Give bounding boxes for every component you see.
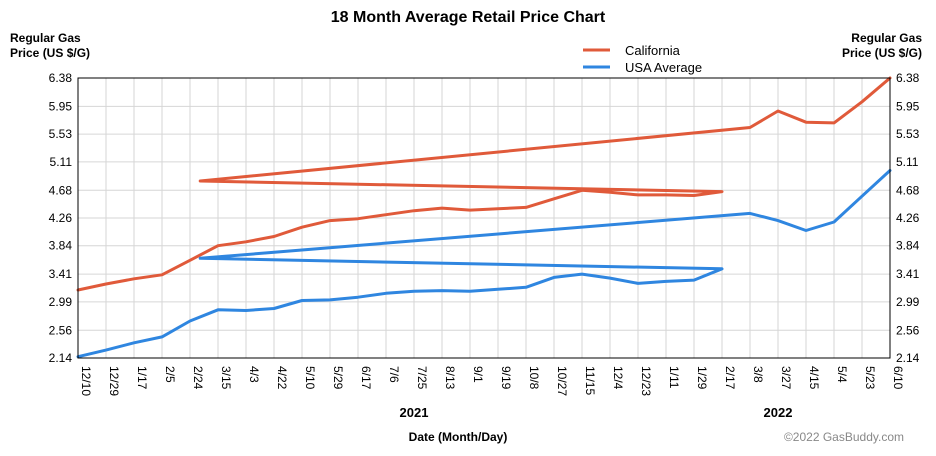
x-tick-label: 11/15 xyxy=(583,366,597,395)
x-tick-label: 3/27 xyxy=(779,366,793,390)
y-tick-label-right: 4.26 xyxy=(896,211,920,225)
y-tick-label-right: 2.14 xyxy=(896,351,920,365)
y-tick-label-left: 6.38 xyxy=(49,71,73,85)
x-tick-label: 2/17 xyxy=(723,366,737,390)
x-tick-label: 1/11 xyxy=(667,366,681,389)
series-lines xyxy=(76,76,892,359)
year-label: 2022 xyxy=(764,405,793,420)
y-axis-title-left-line1: Regular Gas xyxy=(10,31,81,45)
x-tick-label: 5/10 xyxy=(303,366,317,390)
x-tick-label: 4/3 xyxy=(247,366,261,383)
y-tick-label-left: 2.14 xyxy=(49,351,73,365)
y-tick-label-right: 5.95 xyxy=(896,99,920,113)
chart-title: 18 Month Average Retail Price Chart xyxy=(331,9,606,26)
x-tick-label: 9/1 xyxy=(471,366,485,383)
x-tick-label: 1/17 xyxy=(135,366,149,390)
y-tick-label-right: 3.84 xyxy=(896,239,920,253)
y-tick-label-left: 5.53 xyxy=(49,127,73,141)
x-tick-label: 7/6 xyxy=(387,366,401,383)
plot-frame xyxy=(77,77,891,359)
y-tick-label-right: 2.99 xyxy=(896,295,920,309)
y-tick-label-right: 6.38 xyxy=(896,71,920,85)
y-tick-label-left: 5.95 xyxy=(49,99,73,113)
y-axis-title-right-line2: Price (US $/G) xyxy=(842,46,922,60)
x-tick-label: 10/27 xyxy=(555,366,569,396)
year-labels: 2021 2022 xyxy=(400,405,793,420)
x-tick-label: 1/29 xyxy=(695,366,709,390)
x-tick-label: 12/29 xyxy=(107,366,121,396)
y-tick-label-left: 2.56 xyxy=(49,323,73,337)
x-tick-label: 12/4 xyxy=(611,366,625,390)
year-label: 2021 xyxy=(400,405,429,420)
y-tick-label-left: 4.26 xyxy=(49,211,73,225)
legend: California USA Average xyxy=(583,43,702,75)
series-line-california xyxy=(76,76,892,292)
x-tick-label: 4/22 xyxy=(275,366,289,390)
x-tick-label: 6/10 xyxy=(891,366,905,390)
y-ticks-left: 6.38 5.95 5.53 5.11 4.68 4.26 3.84 3.41 2.99 2.56… xyxy=(49,71,73,365)
credit-text: ©2022 GasBuddy.com xyxy=(784,430,904,444)
x-tick-label: 9/19 xyxy=(499,366,513,390)
x-tick-label: 3/8 xyxy=(751,366,765,383)
x-tick-label: 2/24 xyxy=(191,366,205,390)
y-axis-title-right-line1: Regular Gas xyxy=(851,31,922,45)
y-tick-label-right: 5.11 xyxy=(896,155,919,169)
x-tick-label: 5/29 xyxy=(331,366,345,390)
y-axis-title-left-line2: Price (US $/G) xyxy=(10,46,90,60)
x-tick-label: 3/15 xyxy=(219,366,233,390)
x-tick-label: 6/17 xyxy=(359,366,373,390)
x-tick-label: 12/23 xyxy=(639,366,653,396)
series-line-usa-average xyxy=(76,169,892,359)
y-tick-label-right: 4.68 xyxy=(896,183,920,197)
y-tick-label-right: 3.41 xyxy=(896,267,920,281)
legend-label-california: California xyxy=(625,43,681,58)
y-tick-label-right: 2.56 xyxy=(896,323,920,337)
x-axis-title: Date (Month/Day) xyxy=(409,430,508,444)
legend-label-usa: USA Average xyxy=(625,60,702,75)
x-tick-label: 12/10 xyxy=(79,366,93,396)
x-tick-label: 2/5 xyxy=(163,366,177,383)
x-tick-label: 10/8 xyxy=(527,366,541,390)
y-tick-label-right: 5.53 xyxy=(896,127,920,141)
x-tick-label: 8/13 xyxy=(443,366,457,390)
x-tick-label: 5/4 xyxy=(835,366,849,383)
y-tick-label-left: 3.41 xyxy=(49,267,73,281)
y-tick-label-left: 4.68 xyxy=(49,183,73,197)
x-ticks: 12/10 12/29 1/17 2/5 2/24 3/15 4/3 4/22 5/10 5/29… xyxy=(79,366,905,396)
x-tick-label: 7/25 xyxy=(415,366,429,390)
y-ticks-right: 6.38 5.95 5.53 5.11 4.68 4.26 3.84 3.41 2.99 2.56… xyxy=(896,71,920,365)
x-tick-label: 5/23 xyxy=(863,366,877,390)
y-tick-label-left: 2.99 xyxy=(49,295,73,309)
y-tick-label-left: 3.84 xyxy=(49,239,73,253)
x-tick-label: 4/15 xyxy=(807,366,821,390)
y-tick-label-left: 5.11 xyxy=(50,155,73,169)
